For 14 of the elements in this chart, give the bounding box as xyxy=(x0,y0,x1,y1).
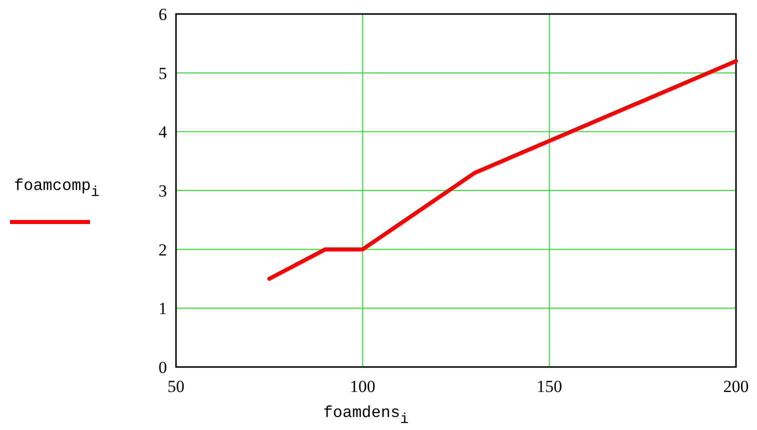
y-tick-label: 3 xyxy=(158,182,167,200)
x-tick-label: 150 xyxy=(536,377,562,396)
y-tick-label: 0 xyxy=(158,358,167,377)
x-tick-label: 100 xyxy=(350,377,376,396)
y-tick-label: 5 xyxy=(158,64,167,83)
y-tick-label: 6 xyxy=(158,5,167,24)
x-axis-title: foamdens$_{i}$ xyxy=(323,404,409,428)
y-tick-label: 1 xyxy=(158,299,167,318)
x-tick-label: 50 xyxy=(168,377,184,396)
y-tick-label: 2 xyxy=(158,240,167,260)
x-tick-label: 200 xyxy=(723,377,749,396)
y-tick-label: 4 xyxy=(158,122,168,142)
line-series xyxy=(267,59,738,281)
text: foamcomp$_{i}$ xyxy=(14,177,100,201)
